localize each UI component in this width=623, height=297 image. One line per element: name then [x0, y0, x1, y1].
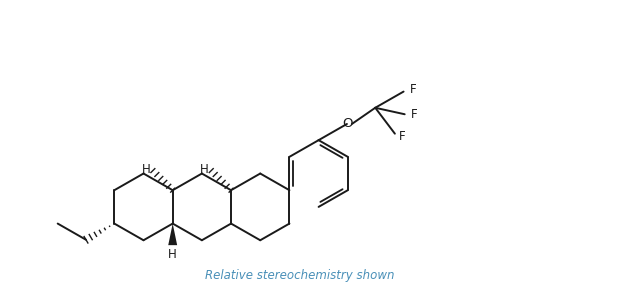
Text: F: F [399, 130, 406, 143]
Text: H: H [168, 249, 177, 261]
Text: F: F [409, 83, 416, 96]
Polygon shape [168, 224, 177, 245]
Text: O: O [343, 118, 353, 130]
Text: F: F [411, 108, 417, 121]
Text: H: H [200, 163, 209, 176]
Text: Relative stereochemistry shown: Relative stereochemistry shown [206, 269, 395, 282]
Text: H: H [141, 163, 150, 176]
